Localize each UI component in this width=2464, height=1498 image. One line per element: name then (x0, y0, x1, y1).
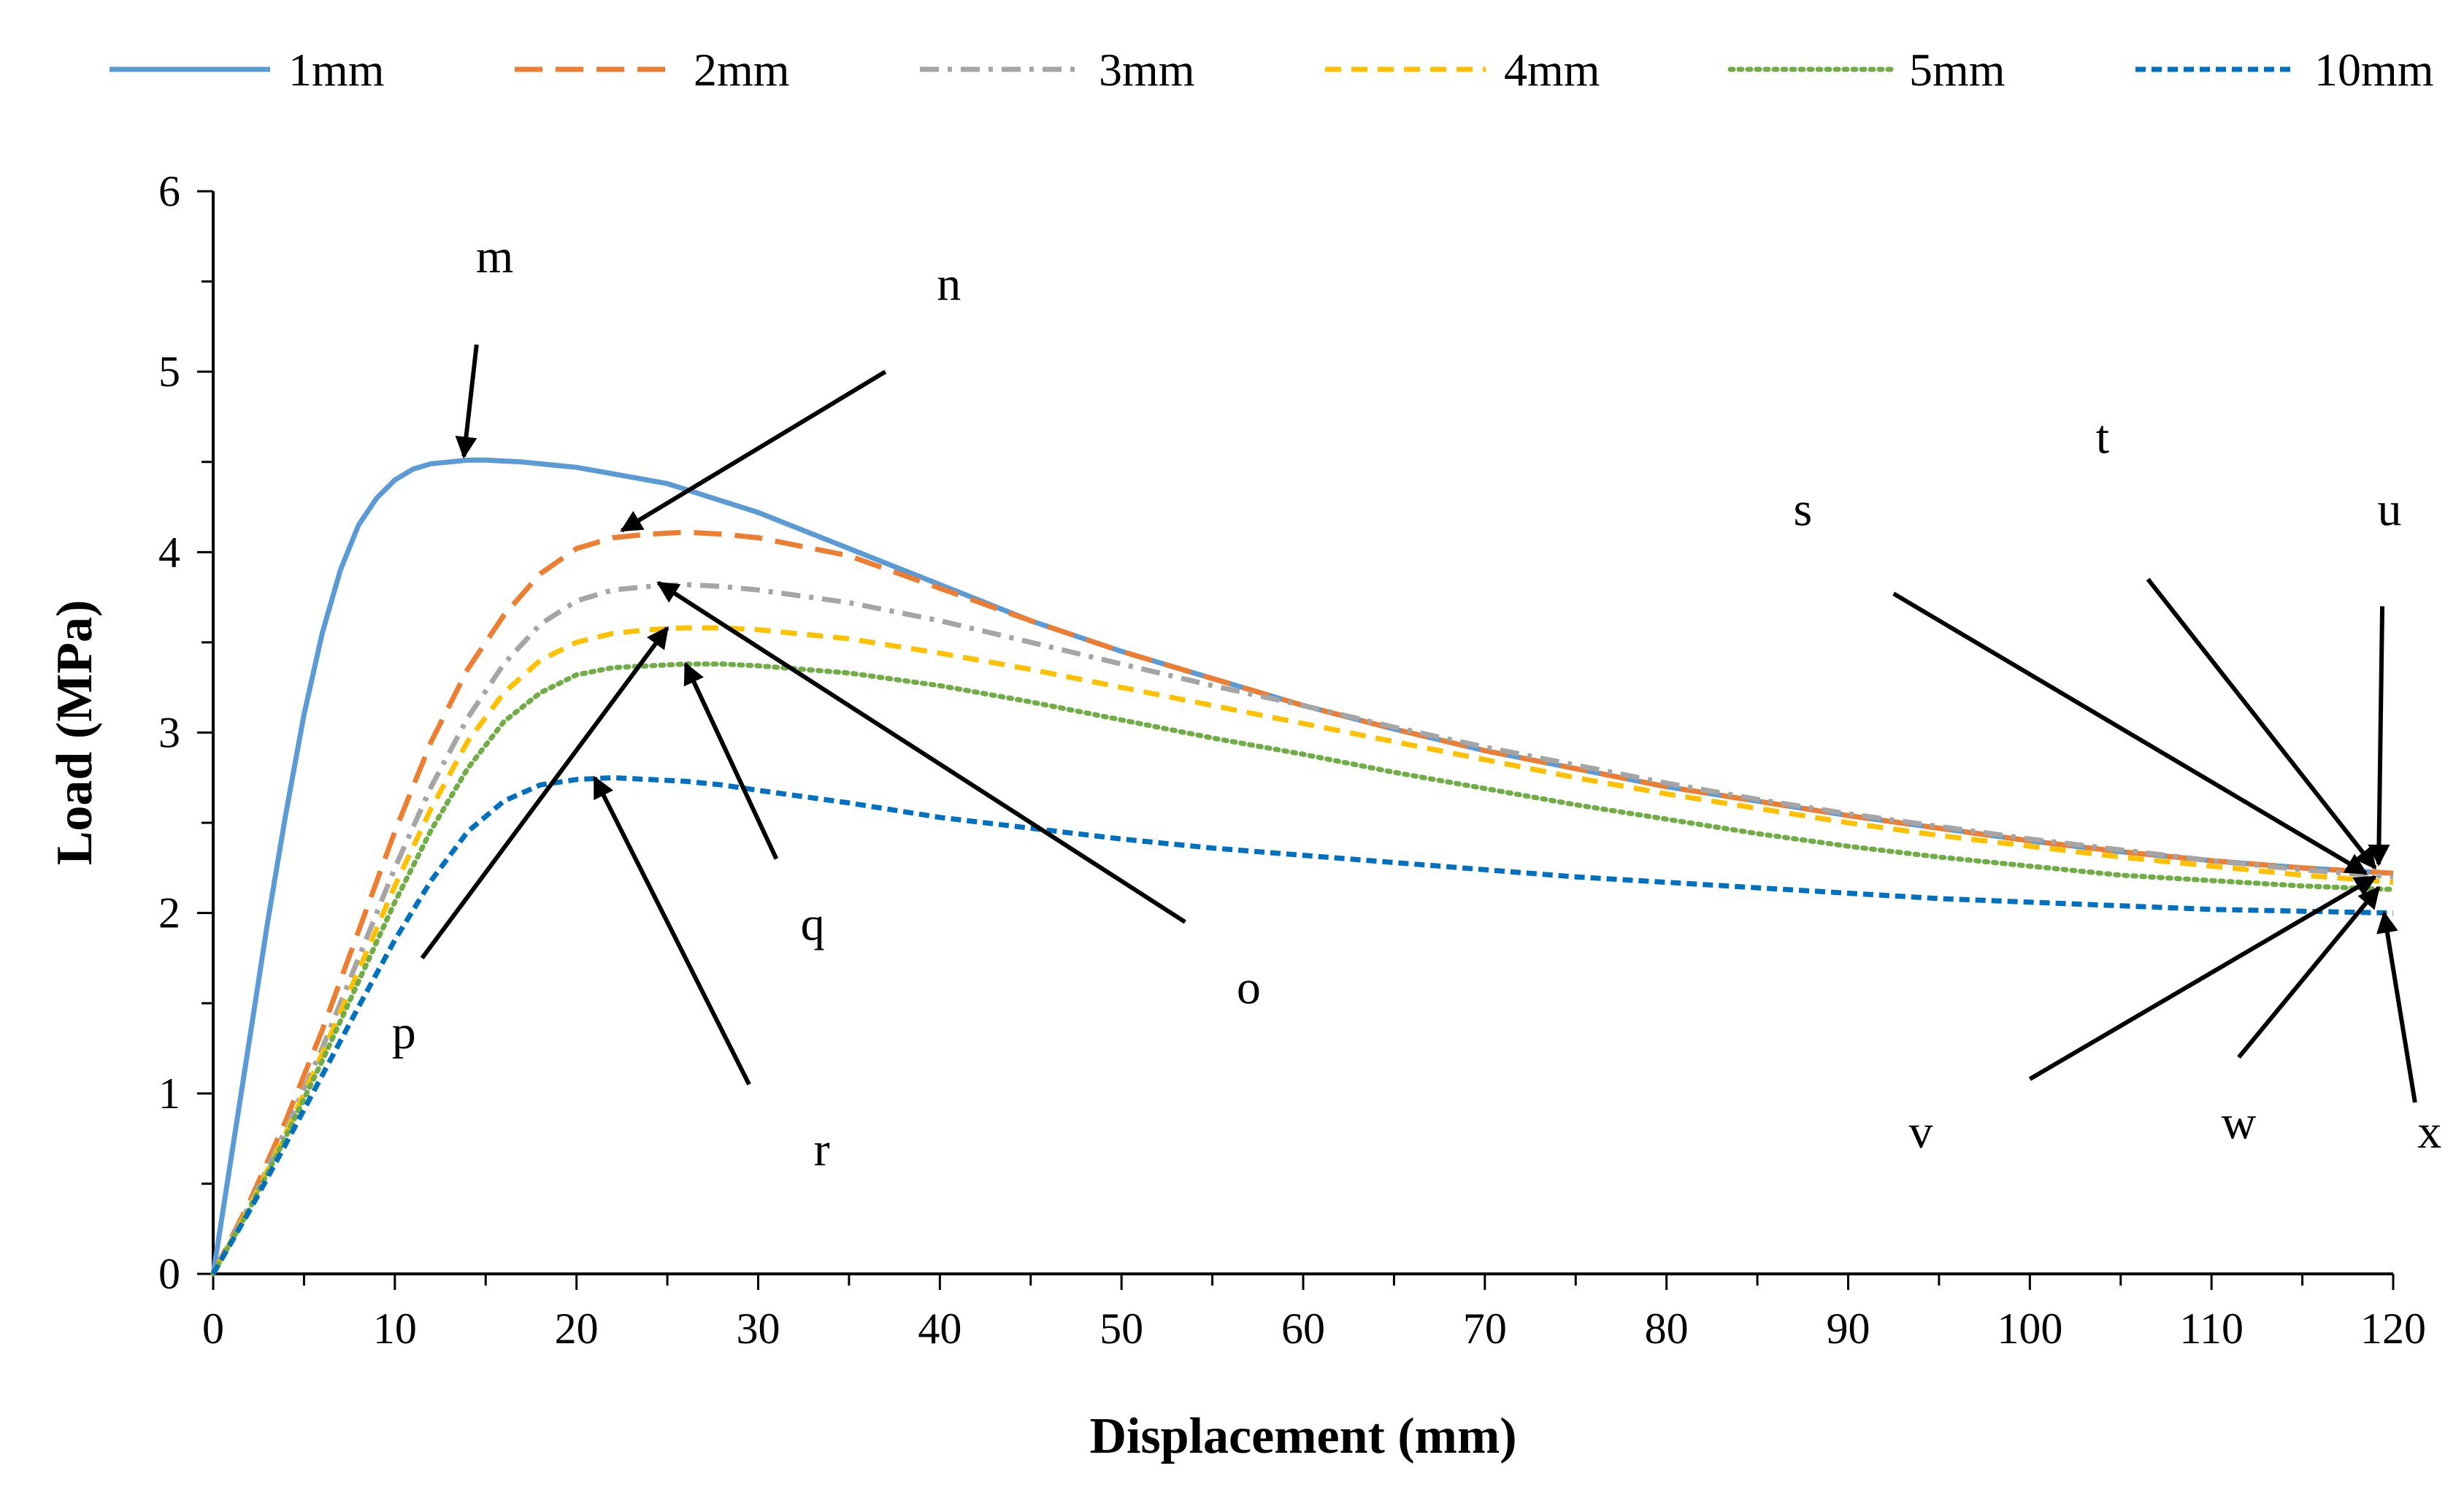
x-tick-label: 120 (2360, 1305, 2426, 1353)
x-tick-label: 60 (1281, 1305, 1325, 1353)
legend-label-3mm: 3mm (1099, 44, 1195, 96)
annotation-label-t: t (2096, 410, 2109, 464)
annotation-label-v: v (1909, 1105, 1933, 1159)
annotation-arrow-q (683, 661, 779, 860)
x-tick-label: 110 (2179, 1305, 2244, 1353)
series-line-3mm (210, 582, 2394, 1275)
legend-label-10mm: 10mm (2314, 44, 2434, 96)
x-tick-label: 50 (1099, 1305, 1143, 1353)
series-layer (210, 457, 2396, 1277)
annotation-arrow-m (455, 344, 479, 459)
annotation-arrow-r (592, 775, 751, 1086)
annotation-label-w: w (2222, 1096, 2257, 1150)
annotation-arrow-o (656, 580, 1186, 924)
x-tick-label: 20 (555, 1305, 599, 1353)
series-line-10mm (210, 775, 2394, 1275)
annotation-label-u: u (2378, 483, 2402, 536)
x-tick-label: 30 (737, 1305, 780, 1353)
x-tick-label: 0 (202, 1305, 224, 1353)
x-tick-label: 70 (1463, 1305, 1507, 1353)
legend-label-1mm: 1mm (288, 44, 385, 96)
y-tick-label: 1 (158, 1069, 180, 1118)
y-tick-label: 5 (158, 347, 180, 396)
y-tick-label: 4 (158, 528, 180, 576)
annotation-arrow-v (2028, 875, 2377, 1081)
annotation-label-x: x (2417, 1105, 2441, 1159)
series-line-4mm (210, 625, 2394, 1275)
series-line-1mm (210, 457, 2394, 1275)
annotation-label-n: n (937, 257, 961, 310)
x-tick-label: 100 (1997, 1305, 2062, 1353)
series-line-5mm (210, 661, 2396, 1277)
annotation-arrow-u (2368, 606, 2390, 867)
x-tick-label: 90 (1827, 1305, 1870, 1353)
annotation-arrow-x (2376, 910, 2417, 1103)
y-tick-label: 0 (158, 1250, 180, 1298)
x-tick-label: 40 (918, 1305, 962, 1353)
annotation-label-r: r (814, 1124, 830, 1177)
annotation-arrow-s (1892, 591, 2368, 875)
annotation-label-p: p (392, 1006, 416, 1059)
x-axis-title: Displacement (mm) (1089, 1408, 1516, 1464)
y-tick-label: 6 (158, 167, 180, 215)
axes: 0 10 20 30 40 50 60 70 80 90 100 110 120 0 1 2 3 4 5 6 (158, 167, 2426, 1353)
legend-label-2mm: 2mm (694, 44, 790, 96)
x-tick-label: 10 (373, 1305, 417, 1353)
annotation-arrow-t (2146, 577, 2377, 870)
annotation-arrow-n (620, 369, 887, 533)
legend-label-4mm: 4mm (1504, 44, 1600, 96)
annotation-label-q: q (801, 898, 825, 951)
legend: 1mm 2mm 3mm 4mm 5mm 10mm (110, 44, 2434, 96)
legend-label-5mm: 5mm (1909, 44, 2006, 96)
annotation-layer: m n o p q r s t u v w x (392, 230, 2441, 1176)
annotation-label-o: o (1237, 961, 1261, 1014)
series-line-2mm (210, 529, 2394, 1275)
annotation-arrow-p (420, 626, 669, 960)
x-tick-label: 80 (1645, 1305, 1689, 1353)
y-tick-label: 2 (158, 889, 180, 937)
annotation-label-s: s (1793, 483, 1812, 536)
annotation-arrow-w (2237, 886, 2381, 1059)
annotation-label-m: m (476, 230, 513, 283)
y-tick-label: 3 (158, 709, 180, 757)
y-axis-title: Load (MPa) (47, 600, 103, 866)
